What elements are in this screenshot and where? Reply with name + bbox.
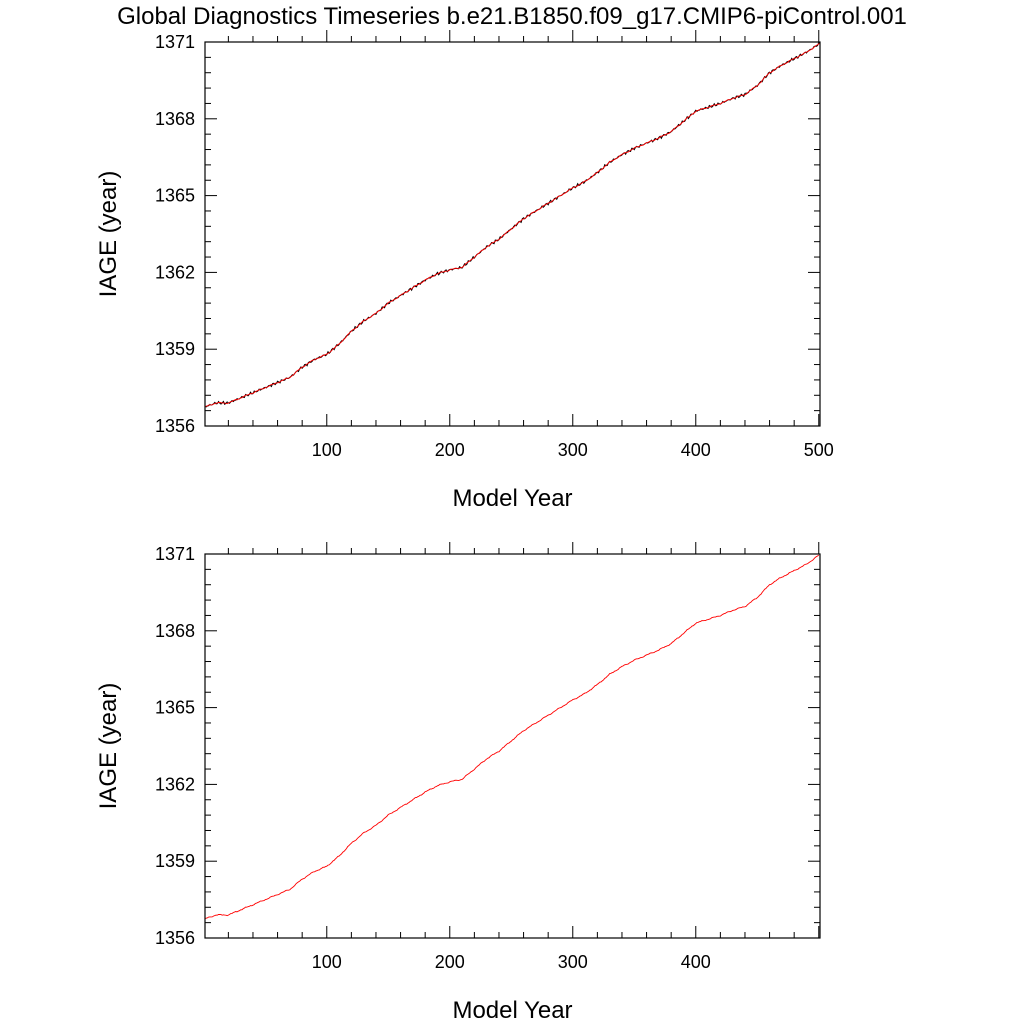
y-axis-label: IAGE (year): [95, 683, 122, 810]
y-tick-label: 1371: [155, 544, 195, 564]
x-tick-label: 300: [558, 952, 588, 972]
y-tick-label: 1368: [155, 109, 195, 129]
x-tick-label: 300: [558, 440, 588, 460]
y-tick-label: 1359: [155, 851, 195, 871]
x-tick-label: 200: [435, 440, 465, 460]
y-tick-label: 1362: [155, 774, 195, 794]
plot-frame: [204, 41, 821, 427]
y-axis-label: IAGE (year): [95, 171, 122, 298]
x-axis-label: Model Year: [452, 485, 572, 512]
chart-panel-top: 1356 1359 1362 1365 1368 1371 100 200 300 400 500 M…: [95, 30, 834, 512]
x-tick-label: 500: [804, 440, 834, 460]
x-tick-label: 200: [435, 952, 465, 972]
series-line-0-0: [204, 41, 821, 408]
y-tick-label: 1359: [155, 339, 195, 359]
y-tick-label: 1365: [155, 698, 195, 718]
x-tick-label: 400: [681, 440, 711, 460]
x-axis-label: Model Year: [452, 997, 572, 1024]
chart-panel-bottom: 1356 1359 1362 1365 1368 1371 100 200 300 400 Mode…: [95, 542, 821, 1024]
series-line-0-1: [204, 42, 821, 407]
series-line-1-0: [204, 554, 820, 919]
y-tick-label: 1356: [155, 928, 195, 948]
x-tick-label: 100: [312, 952, 342, 972]
y-tick-label: 1356: [155, 416, 195, 436]
y-tick-label: 1362: [155, 262, 195, 282]
y-tick-label: 1365: [155, 186, 195, 206]
x-tick-label: 100: [312, 440, 342, 460]
x-tick-label: 400: [681, 952, 711, 972]
y-tick-label: 1368: [155, 621, 195, 641]
plot-frame: [204, 553, 821, 939]
y-tick-label: 1371: [155, 32, 195, 52]
figure-title: Global Diagnostics Timeseries b.e21.B185…: [117, 3, 907, 30]
